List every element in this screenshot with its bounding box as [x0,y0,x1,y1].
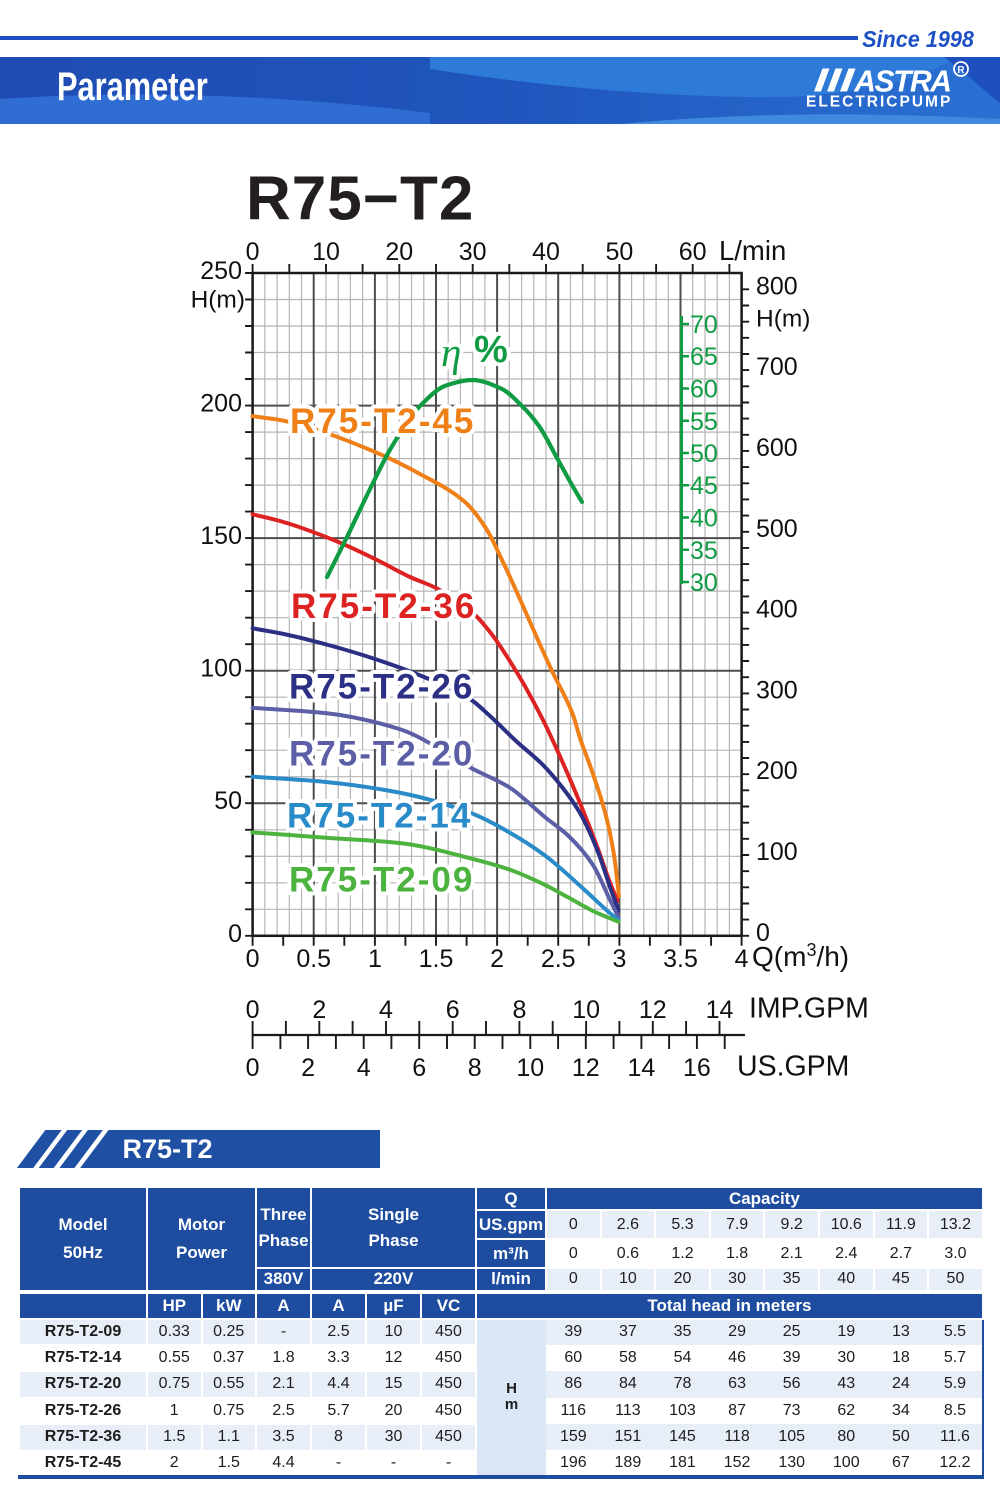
svg-text:200: 200 [756,757,798,785]
svg-text:800: 800 [756,272,798,300]
svg-text:250: 250 [200,257,242,285]
svg-text:14: 14 [627,1054,655,1082]
svg-text:6: 6 [412,1054,426,1082]
svg-text:30: 30 [690,569,718,597]
svg-text:R: R [957,65,965,76]
svg-text:14: 14 [706,996,734,1024]
svg-text:100: 100 [200,655,242,683]
svg-text:3: 3 [612,945,626,973]
svg-text:1.5: 1.5 [419,945,454,973]
svg-text:10: 10 [312,238,340,266]
svg-text:16: 16 [683,1054,711,1082]
svg-text:H(m): H(m) [756,306,810,333]
svg-text:2: 2 [490,945,504,973]
svg-text:300: 300 [756,676,798,704]
svg-text:1: 1 [368,945,382,973]
svg-text:100: 100 [756,838,798,866]
svg-text:70: 70 [690,311,718,339]
svg-text:R75-T2-36: R75-T2-36 [291,587,476,626]
svg-text:45: 45 [690,472,718,500]
svg-text:2: 2 [312,996,326,1024]
svg-text:US.GPM: US.GPM [737,1051,849,1083]
svg-text:ELECTRICPUMP: ELECTRICPUMP [806,94,952,111]
svg-text:0: 0 [246,945,260,973]
svg-text:50: 50 [690,440,718,468]
svg-text:0: 0 [246,238,260,266]
svg-text:%: % [474,329,508,371]
svg-text:20: 20 [385,238,413,266]
svg-text:R75-T2-20: R75-T2-20 [289,735,474,774]
svg-text:600: 600 [756,434,798,462]
svg-text:55: 55 [690,408,718,436]
svg-text:60: 60 [690,376,718,404]
svg-text:3.5: 3.5 [663,945,698,973]
svg-text:10: 10 [516,1054,544,1082]
svg-text:L/min: L/min [719,235,786,266]
svg-text:R75-T2-14: R75-T2-14 [287,797,472,836]
svg-text:η: η [441,329,461,375]
svg-text:150: 150 [200,522,242,550]
svg-text:2.5: 2.5 [541,945,576,973]
svg-text:IMP.GPM: IMP.GPM [749,993,869,1025]
svg-text:12: 12 [639,996,667,1024]
svg-text:R75−T2: R75−T2 [246,165,474,234]
svg-text:0.5: 0.5 [296,945,331,973]
svg-text:4: 4 [735,945,749,973]
svg-text:700: 700 [756,353,798,381]
svg-text:12: 12 [572,1054,600,1082]
svg-text:6: 6 [446,996,460,1024]
svg-text:60: 60 [679,238,707,266]
svg-text:200: 200 [200,390,242,418]
svg-text:500: 500 [756,515,798,543]
svg-text:50: 50 [605,238,633,266]
svg-text:ASTRA: ASTRA [853,64,950,99]
svg-text:0: 0 [756,919,770,947]
svg-text:0: 0 [228,920,242,948]
svg-text:40: 40 [532,238,560,266]
svg-text:Q(m3/h): Q(m3/h) [752,940,849,972]
svg-text:R75-T2-45: R75-T2-45 [290,402,475,441]
svg-text:10: 10 [572,996,600,1024]
svg-text:400: 400 [756,596,798,624]
svg-text:65: 65 [690,343,718,371]
svg-text:R75-T2: R75-T2 [123,1134,213,1164]
svg-text:50: 50 [214,787,242,815]
svg-text:8: 8 [512,996,526,1024]
svg-text:R75-T2-26: R75-T2-26 [289,668,474,707]
svg-text:4: 4 [379,996,393,1024]
svg-text:35: 35 [690,537,718,565]
svg-text:0: 0 [246,1054,260,1082]
svg-text:4: 4 [357,1054,371,1082]
svg-text:30: 30 [459,238,487,266]
svg-text:2: 2 [301,1054,315,1082]
svg-text:8: 8 [468,1054,482,1082]
svg-text:H(m): H(m) [191,287,245,314]
svg-text:0: 0 [246,996,260,1024]
svg-text:40: 40 [690,505,718,533]
svg-text:R75-T2-09: R75-T2-09 [289,861,474,900]
